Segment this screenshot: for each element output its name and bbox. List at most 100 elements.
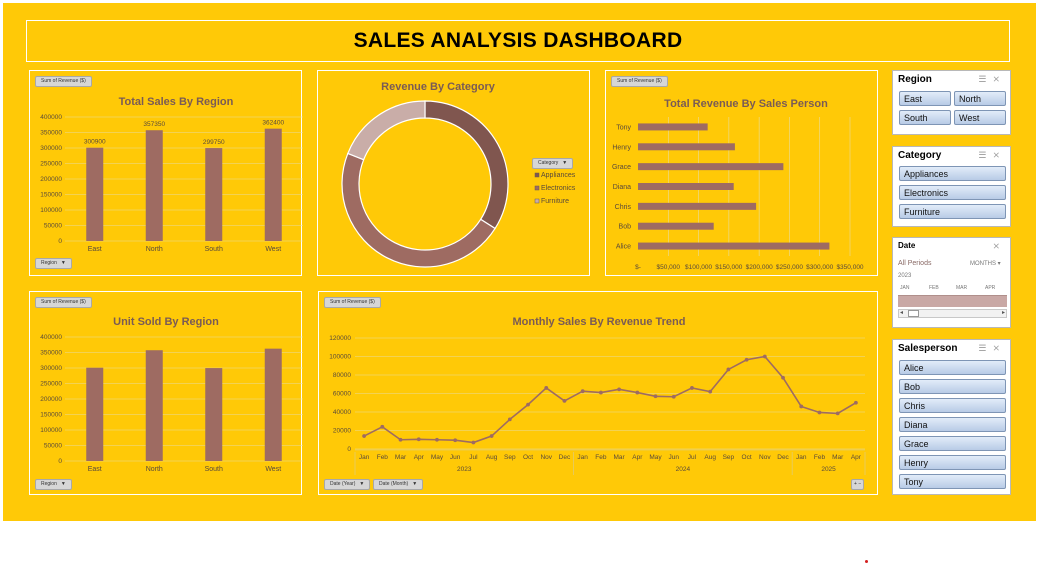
salesperson-item-grace[interactable]: Grace — [899, 436, 1006, 451]
unit-sold-by-region-panel[interactable]: Unit Sold By Region 400000 350000 300000 250… — [29, 291, 303, 495]
year-label: 2023 — [457, 466, 472, 473]
revenue-by-salesperson-panel[interactable]: Total Revenue By Sales Person $- $50,000 $1… — [605, 70, 878, 276]
region-item-east[interactable]: East — [899, 91, 951, 106]
bar-east — [86, 147, 104, 241]
y-tick-label: 300000 — [40, 365, 62, 372]
y-tick-label: 80000 — [333, 372, 351, 379]
sum-revenue-field-button[interactable]: Sum of Revenue ($) — [35, 297, 92, 308]
region-slicer-title: Region — [898, 74, 932, 85]
x-tick-label: Aug — [704, 454, 716, 461]
multi-select-icon[interactable]: ☰ — [978, 343, 993, 353]
clear-filter-icon[interactable]: ⨯ — [992, 343, 1006, 353]
x-tick-label: $350,000 — [836, 264, 863, 271]
minus-icon[interactable]: − — [858, 481, 862, 487]
clear-filter-icon[interactable]: ⨯ — [992, 150, 1006, 160]
salesperson-item-bob[interactable]: Bob — [899, 379, 1006, 394]
x-tick-label: Apr — [632, 454, 643, 461]
bar-south — [205, 368, 223, 461]
dropdown-arrow-icon: ▼ — [60, 260, 66, 266]
data-point-19 — [708, 389, 713, 394]
monthly-sales-trend-chart: Monthly Sales By Revenue Trend 120000 1000… — [329, 316, 866, 475]
scroll-left-icon[interactable]: ◂ — [900, 310, 904, 316]
category-slicer: Category ☰⨯ Appliances Electronics Furni… — [892, 146, 1011, 227]
salesperson-item-alice[interactable]: Alice — [899, 360, 1006, 375]
total-sales-by-region-panel[interactable]: Total Sales By Region 400000 350000 300000 2… — [29, 70, 303, 276]
category-item-furniture[interactable]: Furniture — [899, 204, 1006, 219]
x-tick-label: Aug — [486, 454, 498, 461]
data-point-24 — [799, 404, 804, 409]
revenue-by-salesperson-chart: Total Revenue By Sales Person $- $50,000 $1… — [612, 98, 864, 271]
cursor-dot — [865, 560, 868, 563]
data-point-1 — [380, 424, 385, 429]
timeline-month-mar: MAR — [956, 285, 968, 291]
x-tick-label: East — [88, 466, 102, 473]
bar-alice — [638, 242, 830, 250]
data-point-9 — [526, 402, 530, 407]
multi-select-icon[interactable]: ☰ — [978, 74, 993, 84]
salesperson-item-henry[interactable]: Henry — [899, 455, 1006, 470]
unit-sold-by-region-chart: Unit Sold By Region 400000 350000 300000 250… — [40, 316, 303, 473]
sum-revenue-field-button[interactable]: Sum of Revenue ($) — [35, 76, 92, 87]
dropdown-arrow-icon: ▼ — [562, 160, 568, 166]
timeline-unit-selector[interactable]: MONTHS ▾ — [970, 260, 1001, 267]
salesperson-item-tony[interactable]: Tony — [899, 474, 1006, 489]
slicer-item-label: West — [959, 113, 980, 123]
date-year-field-button[interactable]: Date (Year) ▼ — [324, 479, 371, 490]
field-button-label: Date (Month) — [379, 481, 409, 487]
date-month-field-button[interactable]: Date (Month) ▼ — [373, 479, 424, 490]
bar-bob — [638, 222, 714, 230]
total-sales-by-region-chart: Total Sales By Region 400000 350000 300000 2… — [40, 96, 303, 253]
donut-slice-appliances — [424, 100, 509, 230]
x-tick-label: $150,000 — [715, 264, 742, 271]
dropdown-arrow-icon: ▼ — [60, 481, 66, 487]
timeline-scroll-thumb[interactable] — [908, 310, 919, 317]
y-tick-label: Tony — [616, 124, 631, 131]
timeline-year-label: 2023 — [898, 273, 912, 279]
x-tick-label: Mar — [395, 454, 407, 461]
multi-select-icon[interactable]: ☰ — [978, 150, 993, 160]
clear-filter-icon[interactable]: ⨯ — [992, 241, 1006, 251]
dashboard-title-box: SALES ANALYSIS DASHBOARD — [26, 20, 1010, 62]
sum-revenue-field-button[interactable]: Sum of Revenue ($) — [324, 297, 381, 308]
salesperson-item-diana[interactable]: Diana — [899, 417, 1006, 432]
y-tick-label: 200000 — [40, 396, 62, 403]
clear-filter-icon[interactable]: ⨯ — [992, 74, 1006, 84]
region-item-west[interactable]: West — [954, 110, 1006, 125]
data-point-15 — [635, 390, 640, 395]
revenue-by-category-panel[interactable]: Revenue By Category Appliances Electronics… — [317, 70, 590, 276]
bar-west — [264, 348, 282, 461]
category-item-electronics[interactable]: Electronics — [899, 185, 1006, 200]
region-field-button[interactable]: Region ▼ — [35, 258, 72, 269]
dashboard-canvas — [3, 3, 1036, 521]
x-tick-label: Mar — [614, 454, 626, 461]
field-button-label: Sum of Revenue ($) — [41, 299, 86, 305]
timeline-scrollbar[interactable]: ◂ ▸ — [898, 309, 1007, 318]
scroll-right-icon[interactable]: ▸ — [1001, 310, 1005, 316]
y-tick-label: 0 — [58, 458, 62, 465]
expand-collapse-buttons[interactable]: + − — [851, 479, 865, 490]
field-button-label: Region — [41, 260, 57, 266]
salesperson-item-chris[interactable]: Chris — [899, 398, 1006, 413]
salesperson-slicer-title: Salesperson — [898, 343, 958, 354]
category-field-button[interactable]: Category ▼ — [532, 158, 574, 169]
y-tick-label: Chris — [615, 204, 632, 211]
x-tick-label: Sep — [504, 454, 516, 461]
region-item-south[interactable]: South — [899, 110, 951, 125]
data-point-12 — [580, 389, 585, 394]
data-point-7 — [489, 434, 494, 438]
slicer-item-label: Alice — [904, 363, 924, 373]
plus-icon[interactable]: + — [854, 481, 857, 487]
x-tick-label: May — [649, 454, 662, 461]
data-point-0 — [362, 434, 367, 438]
region-item-north[interactable]: North — [954, 91, 1006, 106]
category-item-appliances[interactable]: Appliances — [899, 166, 1006, 181]
sum-revenue-field-button[interactable]: Sum of Revenue ($) — [611, 76, 668, 87]
y-tick-label: 100000 — [40, 207, 62, 214]
y-tick-label: Alice — [616, 244, 631, 251]
y-tick-label: 100000 — [40, 427, 62, 434]
monthly-sales-trend-panel[interactable]: Monthly Sales By Revenue Trend 120000 1000… — [318, 291, 878, 495]
region-field-button[interactable]: Region ▼ — [35, 479, 72, 490]
timeline-period-bar[interactable] — [898, 295, 1007, 307]
y-tick-label: 60000 — [333, 391, 351, 398]
y-tick-label: 50000 — [44, 223, 62, 230]
